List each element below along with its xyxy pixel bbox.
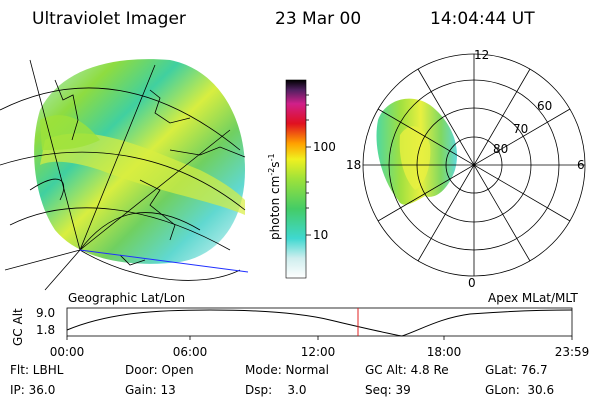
unit: s <box>268 161 282 167</box>
mlt-label: 6 <box>577 158 585 172</box>
orbit-y-label: 1.8 <box>36 323 55 337</box>
mlt-label: 18 <box>346 158 361 172</box>
orbit-time-label: 23:59 <box>555 345 590 359</box>
info-field: Mode: Normal <box>245 363 329 377</box>
mlt-label: 0 <box>468 276 476 290</box>
orbit-altitude <box>66 309 573 337</box>
orbit-time-label: 06:00 <box>173 345 208 359</box>
time: 14:04:44 UT <box>430 9 535 29</box>
orbit-time-label: 18:00 <box>427 345 462 359</box>
info-field: GLat: 76.7 <box>485 363 548 377</box>
colorbar-tick: 100 <box>313 140 336 154</box>
info-field: Dsp: 3.0 <box>245 383 307 397</box>
polar-image <box>362 53 586 277</box>
geo-image <box>0 59 249 291</box>
info-field: IP: 36.0 <box>10 383 55 397</box>
date: 23 Mar 00 <box>275 9 361 29</box>
unit: photon cm <box>268 176 282 240</box>
info-field: GLon: 30.6 <box>485 383 554 397</box>
colorbar-tick: 10 <box>313 228 328 242</box>
info-field: Gain: 13 <box>125 383 176 397</box>
orbit-frame <box>66 307 573 337</box>
colorbar-ticks <box>306 94 311 236</box>
geo-label: Geographic Lat/Lon <box>68 291 185 305</box>
orbit-time-labels: 00:00 06:00 12:00 18:00 23:59 <box>50 336 590 359</box>
colorbar-label: photon cm-2s-1 <box>267 153 282 240</box>
mlat-label: 80 <box>493 142 508 156</box>
mlt-label: 12 <box>474 48 489 62</box>
info-block: Flt: LBHL Door: Open Mode: Normal GC Alt: 4… <box>10 363 554 397</box>
unit-exp: -1 <box>267 153 276 161</box>
title: Ultraviolet Imager <box>32 9 186 29</box>
orbit-time-label: 00:00 <box>50 345 85 359</box>
orbit-time-label: 12:00 <box>301 345 336 359</box>
info-field: GC Alt: 4.8 Re <box>365 363 449 377</box>
colorbar <box>285 79 307 279</box>
mlat-label: 60 <box>537 99 552 113</box>
orbit-axis-label: GC Alt <box>11 308 25 346</box>
mlat-label: 70 <box>513 122 528 136</box>
info-field: Door: Open <box>125 363 194 377</box>
info-field: Seq: 39 <box>365 383 411 397</box>
unit-exp: -2 <box>267 168 276 176</box>
polar-label: Apex MLat/MLT <box>488 291 578 305</box>
info-field: Flt: LBHL <box>10 363 64 377</box>
orbit-y-label: 9.0 <box>36 306 55 320</box>
